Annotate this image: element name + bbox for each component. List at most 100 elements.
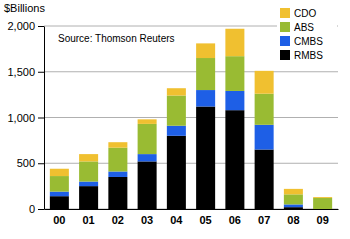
legend-item: CDO [280,8,316,19]
x-tick: 01 [82,209,94,226]
x-tick-label: 05 [200,214,212,226]
x-tick-label: 07 [258,214,270,226]
y-axis-line [44,27,45,210]
y-tick: 2,000 [7,20,44,32]
y-tick: 1,000 [7,112,44,124]
x-tick-label: 06 [229,214,241,226]
y-tick: 1,500 [7,66,44,78]
plot: 0 500 1,000 1,500 2,000 00 01 02 03 04 05 06 07 08 09 S… [7,20,338,226]
x-tick: 09 [317,209,329,226]
bar-segment [255,71,274,94]
bar-segment [196,107,215,209]
x-axis: 00 01 02 03 04 05 06 07 08 09 [45,209,339,226]
x-tick-label: 03 [141,214,153,226]
y-tick-mark [38,163,44,164]
bar-segment [138,119,157,124]
x-tick: 07 [258,209,270,226]
bar-segment [79,182,98,187]
bar-segment [138,161,157,209]
bar-segment [138,124,157,154]
x-tick: 02 [112,209,124,226]
bar-segment [79,154,98,161]
legend-item: CMBS [280,36,323,47]
bar-segment [50,196,69,209]
x-tick: 05 [200,209,212,226]
series [50,56,332,209]
bar-segment [79,161,98,181]
series [50,90,303,207]
bar-segment [284,207,303,209]
legend-label: RMBS [294,50,323,61]
bar-segment [50,192,69,197]
bar-segment [255,150,274,209]
y-tick-mark [38,72,44,73]
legend-label: CMBS [294,36,323,47]
legend-item: ABS [280,22,314,33]
legend-label: CDO [294,8,316,19]
legend-swatch [280,22,290,32]
bar-segment [313,197,332,199]
bar-segment [138,154,157,161]
bar-segment [108,148,127,172]
y-tick-mark [38,26,44,27]
legend-swatch [280,8,290,18]
x-tick-label: 02 [112,214,124,226]
bar-segment [225,110,244,209]
x-tick: 04 [170,209,183,226]
bar-segment [79,186,98,209]
annotation: Source: Thomson Reuters [58,33,175,44]
x-tick-label: 01 [82,214,94,226]
y-tick: 500 [17,157,44,169]
chart: 0 500 1,000 1,500 2,000 00 01 02 03 04 05 06 07 08 09 S… [0,0,350,239]
y-tick-label: 0 [29,203,35,215]
x-tick-label: 09 [317,214,329,226]
bar-segment [196,90,215,106]
x-tick: 08 [287,209,299,226]
x-tick: 06 [229,209,241,226]
x-tick-label: 08 [287,214,299,226]
grid-line [44,117,338,118]
legend-swatch [280,50,290,60]
bar-segment [108,171,127,176]
bar-segment [313,198,332,209]
bar-segment [50,176,69,192]
x-tick-label: 04 [170,214,183,226]
legend-background [277,6,337,64]
bar-segment [225,29,244,56]
bar-segment [255,94,274,125]
x-tick: 03 [141,209,153,226]
x-axis-line [45,209,339,210]
bar-segment [50,169,69,176]
x-tick: 00 [53,209,65,226]
bar-segment [225,91,244,110]
bar-segment [196,58,215,90]
legend-item: RMBS [280,50,323,61]
series [50,29,332,198]
y-axis: 0 500 1,000 1,500 2,000 [7,20,44,215]
bars [50,29,332,209]
y-tick: 0 [29,203,44,215]
x-tick-label: 00 [53,214,65,226]
grid [44,26,338,209]
y-tick-mark [38,209,44,210]
bar-segment [167,126,186,136]
bar-segment [255,125,274,150]
y-tick-label: 1,500 [7,66,35,78]
bar-segment [167,136,186,209]
bar-segment [284,194,303,204]
bar-segment [108,142,127,147]
bar-segment [284,204,303,207]
bar-segment [196,43,215,58]
y-tick-label: 500 [17,157,35,169]
bar-segment [167,88,186,95]
legend: CDO ABS CMBS RMBS [277,6,337,64]
legend-label: ABS [294,22,314,33]
bar-segment [225,56,244,91]
bar-segment [284,189,303,194]
bar-segment [167,96,186,126]
y-tick-mark [38,118,44,119]
grid-line [44,71,338,72]
bar-segment [108,177,127,209]
legend-swatch [280,36,290,46]
y-tick-label: 1,000 [7,112,35,124]
